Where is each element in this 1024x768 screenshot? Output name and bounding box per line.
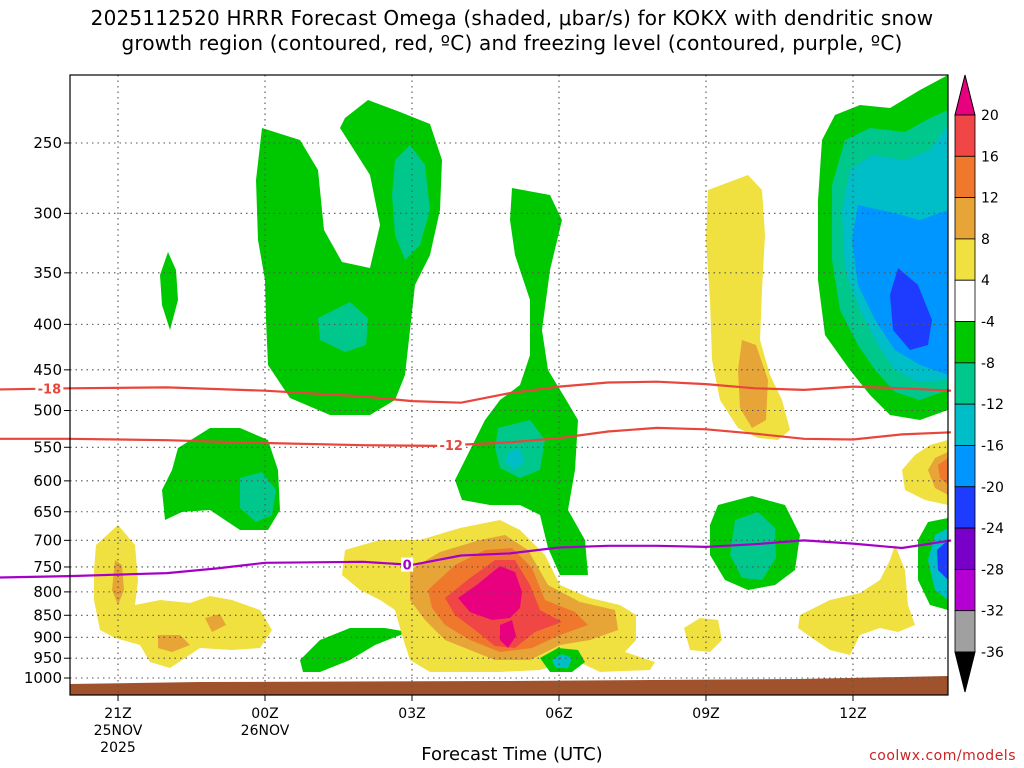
x-tick-sublabel: 26NOV <box>241 723 290 739</box>
colorbar-label: -24 <box>981 521 1004 537</box>
colorbar-swatch <box>954 197 976 240</box>
omega-region-green-c <box>455 188 588 575</box>
colorbar-swatch <box>954 445 976 488</box>
chart-title-line2: growth region (contoured, red, ºC) and f… <box>121 31 903 55</box>
colorbar-label: 20 <box>981 108 999 124</box>
y-tick-label: 850 <box>33 606 62 624</box>
contour-label: -18 <box>38 383 62 398</box>
contour-line-dendritic <box>0 380 952 404</box>
omega-region-orange-b <box>158 635 190 652</box>
plot-frame <box>69 74 949 696</box>
colorbar-swatch <box>954 321 976 364</box>
contour-label-bg <box>401 557 414 572</box>
omega-region-yellow-a <box>94 525 272 668</box>
y-tick-label: 350 <box>33 264 62 282</box>
y-tick-label: 550 <box>33 438 62 456</box>
colorbar-swatch <box>954 362 976 405</box>
colorbar-label: 12 <box>981 191 999 207</box>
omega-region-magenta-d2 <box>500 620 516 648</box>
contour-label: 0 <box>403 559 412 574</box>
colorbar-bottom-arrow <box>954 651 976 693</box>
contour-label-bg <box>35 381 64 396</box>
omega-region-orange-e <box>738 340 768 428</box>
omega-region-cyan-c <box>506 448 524 470</box>
y-tick-label: 300 <box>33 204 62 222</box>
colorbar-swatch <box>954 114 976 157</box>
omega-region-green-h <box>300 628 408 672</box>
x-axis-label: Forecast Time (UTC) <box>421 744 603 765</box>
colorbar-label: -28 <box>981 562 1004 578</box>
contour-label-bg <box>437 438 466 453</box>
colorbar-swatch <box>954 155 976 199</box>
colorbar-label: -16 <box>981 438 1004 454</box>
colorbar-swatch <box>954 568 976 612</box>
omega-region-yellow-d <box>798 545 915 655</box>
x-tick-label: 12Z <box>839 706 866 722</box>
y-tick-label: 600 <box>33 472 62 490</box>
y-tick-label: 900 <box>33 628 62 646</box>
contour-line-freezing <box>0 539 952 579</box>
y-tick-label: 800 <box>33 583 62 601</box>
y-axis: 250 300 350 400 450 500 550 600 650 700 750 800 850 9… <box>24 134 70 687</box>
contour-label: -12 <box>439 439 463 454</box>
y-tick-label: 1000 <box>24 669 62 687</box>
omega-region-blue-g <box>937 540 948 580</box>
y-tick-label: 250 <box>33 134 62 152</box>
colorbar-label: -32 <box>981 604 1004 620</box>
colorbar-label: -20 <box>981 480 1004 496</box>
x-tick-label: 21Z <box>104 706 131 722</box>
colorbar-label: -36 <box>981 645 1004 661</box>
colorbar-label: 8 <box>981 232 990 248</box>
omega-region-darkorange-f <box>938 458 948 485</box>
omega-region-teal-b <box>318 302 368 352</box>
x-tick-label: 09Z <box>692 706 719 722</box>
colorbar-label: -8 <box>981 356 995 372</box>
contour-line-dendritic <box>0 426 952 448</box>
colorbar-swatch <box>954 610 976 653</box>
colorbar-label: 16 <box>981 149 999 165</box>
omega-region-teal-f <box>730 512 776 580</box>
omega-region-orange-c <box>205 614 226 632</box>
colorbar-swatch <box>954 486 976 529</box>
colorbar-swatch <box>954 527 976 570</box>
omega-region-green-b <box>160 252 178 330</box>
y-tick-label: 700 <box>33 531 62 549</box>
x-tick-sublabel: 2025 <box>100 740 136 756</box>
omega-region-cyan-i <box>552 654 572 668</box>
omega-region-yellow-c <box>706 175 790 440</box>
colorbar-swatch <box>954 279 976 322</box>
colorbar-label: -4 <box>981 315 995 331</box>
chart-title: 2025112520 HRRR Forecast Omega (shaded, … <box>0 6 1024 56</box>
omega-region-teal-a <box>392 145 430 260</box>
colorbar-swatch <box>954 403 976 446</box>
omega-shading <box>70 75 948 695</box>
x-tick-label: 06Z <box>545 706 572 722</box>
colorbar-top-arrow <box>954 74 976 116</box>
colorbar-swatch <box>954 238 976 281</box>
omega-region-green-a <box>256 100 442 415</box>
omega-region-teal-d <box>240 472 276 522</box>
y-tick-label: 500 <box>33 402 62 420</box>
omega-region-deep-blue-e <box>890 268 932 350</box>
y-tick-label: 750 <box>33 558 62 576</box>
omega-region-magenta-d <box>458 566 522 620</box>
colorbar-label: -12 <box>981 397 1004 413</box>
x-tick-sublabel: 25NOV <box>94 723 143 739</box>
y-tick-label: 650 <box>33 503 62 521</box>
omega-region-yellow-e <box>684 618 722 652</box>
contours: -18 -12 0 <box>0 380 952 579</box>
chart-title-line1: 2025112520 HRRR Forecast Omega (shaded, … <box>90 6 934 30</box>
y-tick-label: 950 <box>33 649 62 667</box>
x-tick-label: 03Z <box>398 706 425 722</box>
x-tick-label: 00Z <box>251 706 278 722</box>
y-tick-label: 450 <box>33 361 62 379</box>
terrain-ground <box>70 676 948 695</box>
credit-link[interactable]: coolwx.com/models <box>869 748 1016 764</box>
colorbar: 20 16 12 8 4 -4 -8 -12 -16 -20 -24 -28 -32 -36 <box>954 74 1004 693</box>
y-tick-label: 400 <box>33 315 62 333</box>
colorbar-label: 4 <box>981 273 990 289</box>
